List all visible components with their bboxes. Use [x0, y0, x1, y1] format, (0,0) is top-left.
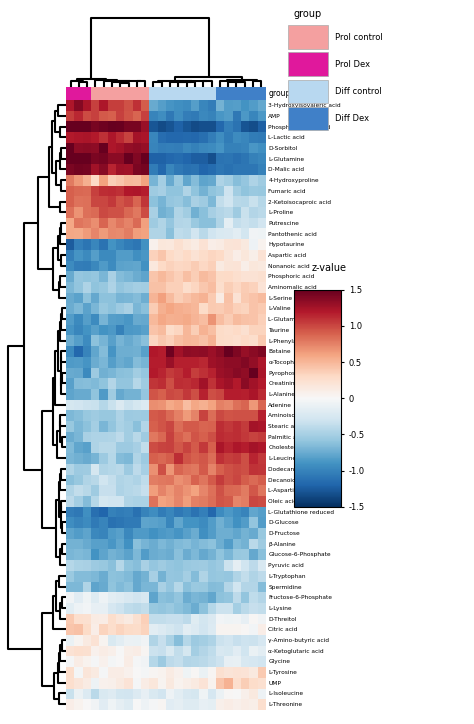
Text: Prol Dex: Prol Dex [335, 59, 370, 69]
Bar [288, 25, 328, 49]
Text: Diff Dex: Diff Dex [335, 114, 369, 123]
Bar [288, 106, 328, 130]
Bar [288, 52, 328, 76]
Text: group: group [293, 9, 322, 20]
Text: z-value: z-value [311, 263, 346, 273]
Text: Diff control: Diff control [335, 87, 382, 96]
Bar [288, 80, 328, 103]
Text: Prol control: Prol control [335, 33, 383, 41]
